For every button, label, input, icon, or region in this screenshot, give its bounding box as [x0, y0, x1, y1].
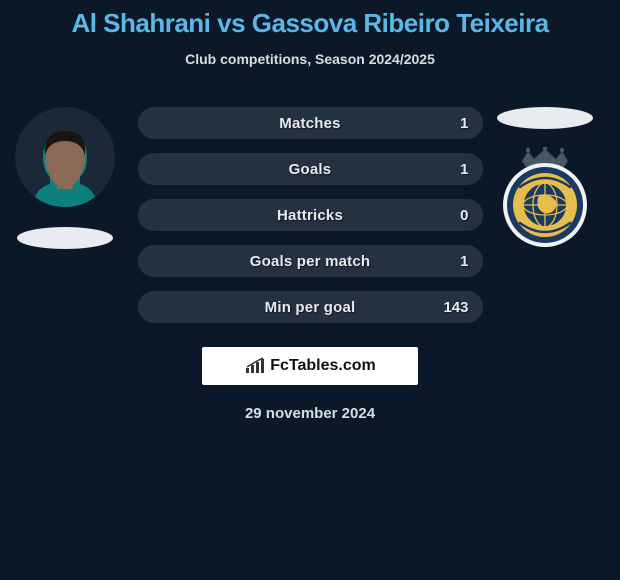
stat-row-goals-per-match: Goals per match 1 — [138, 245, 483, 277]
header: Al Shahrani vs Gassova Ribeiro Teixeira … — [0, 0, 620, 67]
page-title: Al Shahrani vs Gassova Ribeiro Teixeira — [0, 8, 620, 39]
team-logo-left-placeholder — [17, 227, 113, 249]
date-text: 29 november 2024 — [0, 405, 620, 422]
stat-row-matches: Matches 1 — [138, 107, 483, 139]
brand-text: FcTables.com — [270, 357, 376, 375]
stat-label: Matches — [138, 107, 483, 139]
stat-value: 143 — [443, 291, 468, 323]
page-subtitle: Club competitions, Season 2024/2025 — [0, 51, 620, 67]
stat-label: Goals per match — [138, 245, 483, 277]
team-logo-right-placeholder — [497, 107, 593, 129]
stat-label: Hattricks — [138, 199, 483, 231]
player-photo-left — [15, 107, 115, 207]
stat-row-min-per-goal: Min per goal 143 — [138, 291, 483, 323]
stats-list: Matches 1 Goals 1 Hattricks 0 Goals per … — [138, 107, 483, 323]
right-player-column — [490, 107, 600, 252]
stat-label: Goals — [138, 153, 483, 185]
team-crest-right — [490, 147, 600, 252]
player-avatar-icon — [15, 119, 115, 207]
stat-row-goals: Goals 1 — [138, 153, 483, 185]
chart-icon — [244, 357, 266, 375]
stat-value: 0 — [460, 199, 468, 231]
left-player-column — [10, 107, 120, 249]
stat-label: Min per goal — [138, 291, 483, 323]
stat-value: 1 — [460, 153, 468, 185]
stat-value: 1 — [460, 245, 468, 277]
branding-badge: FcTables.com — [202, 347, 418, 385]
stat-row-hattricks: Hattricks 0 — [138, 199, 483, 231]
content: Matches 1 Goals 1 Hattricks 0 Goals per … — [0, 107, 620, 422]
crest-icon — [490, 147, 600, 252]
stat-value: 1 — [460, 107, 468, 139]
